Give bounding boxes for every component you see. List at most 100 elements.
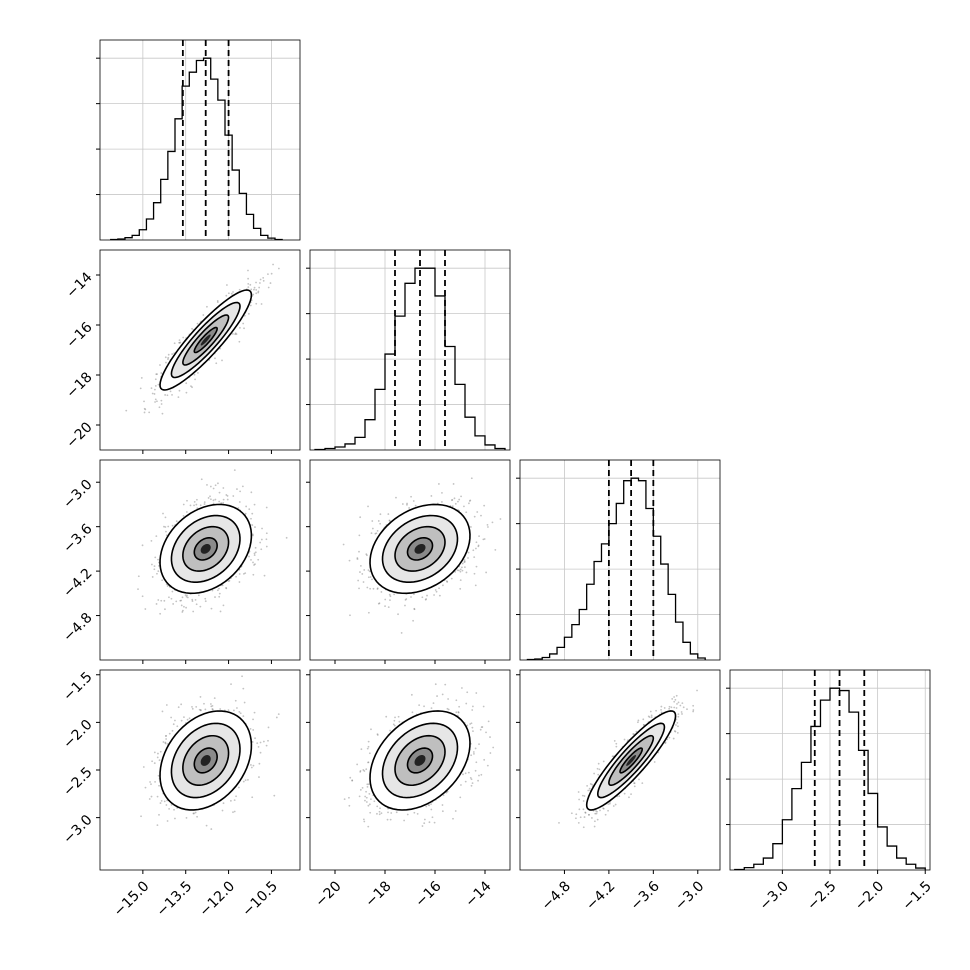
density-contour: [170, 722, 241, 799]
sample-point: [222, 604, 225, 607]
sample-point: [277, 267, 280, 270]
sample-point: [151, 392, 154, 395]
sample-point: [458, 498, 461, 501]
sample-point: [143, 400, 145, 403]
sample-point: [194, 378, 196, 381]
sample-point: [247, 286, 250, 289]
sample-point: [160, 800, 163, 802]
sample-point: [236, 707, 238, 709]
sample-point: [436, 695, 438, 697]
sample-point: [492, 746, 495, 749]
histogram-step: [314, 267, 506, 450]
sample-point: [424, 598, 427, 601]
sample-point: [140, 815, 142, 818]
density-contour: [182, 734, 230, 787]
sample-point: [393, 593, 396, 596]
sample-point: [193, 500, 196, 503]
sample-point: [232, 291, 234, 293]
sample-point: [177, 706, 180, 709]
sample-point: [210, 705, 213, 708]
sample-point: [259, 278, 262, 281]
sample-point: [209, 495, 211, 498]
sample-point: [418, 704, 421, 707]
sample-point: [182, 336, 185, 339]
sample-point: [143, 411, 146, 414]
sample-point: [253, 288, 255, 291]
density-contour: [159, 289, 253, 391]
sample-point: [242, 572, 245, 575]
sample-point: [169, 390, 172, 393]
sample-point: [397, 715, 400, 718]
sample-point: [210, 498, 212, 501]
sample-point: [489, 736, 491, 738]
sample-point: [199, 709, 202, 712]
sample-point: [167, 353, 170, 356]
sample-point: [451, 498, 454, 501]
sample-point: [259, 282, 261, 284]
density-contour: [182, 525, 230, 572]
sample-point: [199, 605, 202, 608]
sample-point: [156, 400, 158, 403]
sample-point: [358, 587, 360, 590]
sample-point: [137, 575, 140, 578]
sample-point: [221, 809, 224, 812]
sample-point: [177, 396, 180, 399]
sample-point: [204, 600, 207, 603]
sample-point: [232, 495, 235, 497]
sample-point: [165, 738, 168, 740]
sample-point: [254, 551, 257, 554]
sample-point: [477, 545, 480, 548]
sample-point: [186, 596, 189, 599]
sample-point: [376, 588, 379, 590]
sample-point: [463, 561, 466, 563]
sample-point: [453, 497, 456, 500]
sample-point: [369, 587, 372, 590]
density-core: [200, 755, 211, 766]
sample-point: [226, 495, 229, 497]
sample-point: [253, 564, 255, 566]
sample-point: [243, 314, 246, 317]
sample-point: [234, 699, 237, 702]
sample-point: [251, 796, 254, 799]
sample-point: [438, 594, 441, 597]
sample-point: [216, 301, 219, 304]
sample-point: [175, 600, 178, 603]
sample-point: [250, 517, 252, 520]
sample-point: [250, 288, 253, 291]
sample-point: [366, 586, 369, 589]
sample-point: [442, 794, 445, 797]
sample-point: [203, 702, 205, 705]
sample-point: [358, 550, 360, 553]
sample-point: [258, 286, 261, 289]
sample-point: [193, 373, 196, 376]
density-contour: [159, 503, 253, 595]
sample-point: [255, 292, 258, 295]
sample-point: [475, 547, 477, 550]
histogram-step: [526, 477, 706, 660]
sample-point: [364, 795, 367, 798]
sample-point: [181, 611, 184, 613]
sample-point: [141, 544, 144, 547]
sample-point: [165, 534, 168, 537]
sample-point: [397, 613, 399, 616]
sample-point: [227, 709, 230, 712]
sample-point: [143, 407, 146, 410]
sample-point: [214, 484, 217, 487]
sample-point: [404, 604, 406, 607]
sample-point: [165, 804, 168, 806]
sample-point: [262, 740, 265, 743]
sample-point: [384, 605, 386, 608]
sample-point: [193, 812, 195, 815]
sample-point: [251, 512, 254, 515]
sample-point: [150, 387, 153, 390]
sample-point: [137, 588, 139, 591]
sample-point: [489, 752, 492, 754]
sample-point: [272, 263, 274, 266]
sample-point: [499, 518, 502, 520]
sample-point: [462, 773, 464, 776]
sample-point: [366, 554, 368, 557]
grid-lines: [520, 460, 720, 660]
density-contour: [406, 536, 434, 561]
sample-point: [167, 358, 169, 361]
sample-point: [258, 762, 261, 765]
